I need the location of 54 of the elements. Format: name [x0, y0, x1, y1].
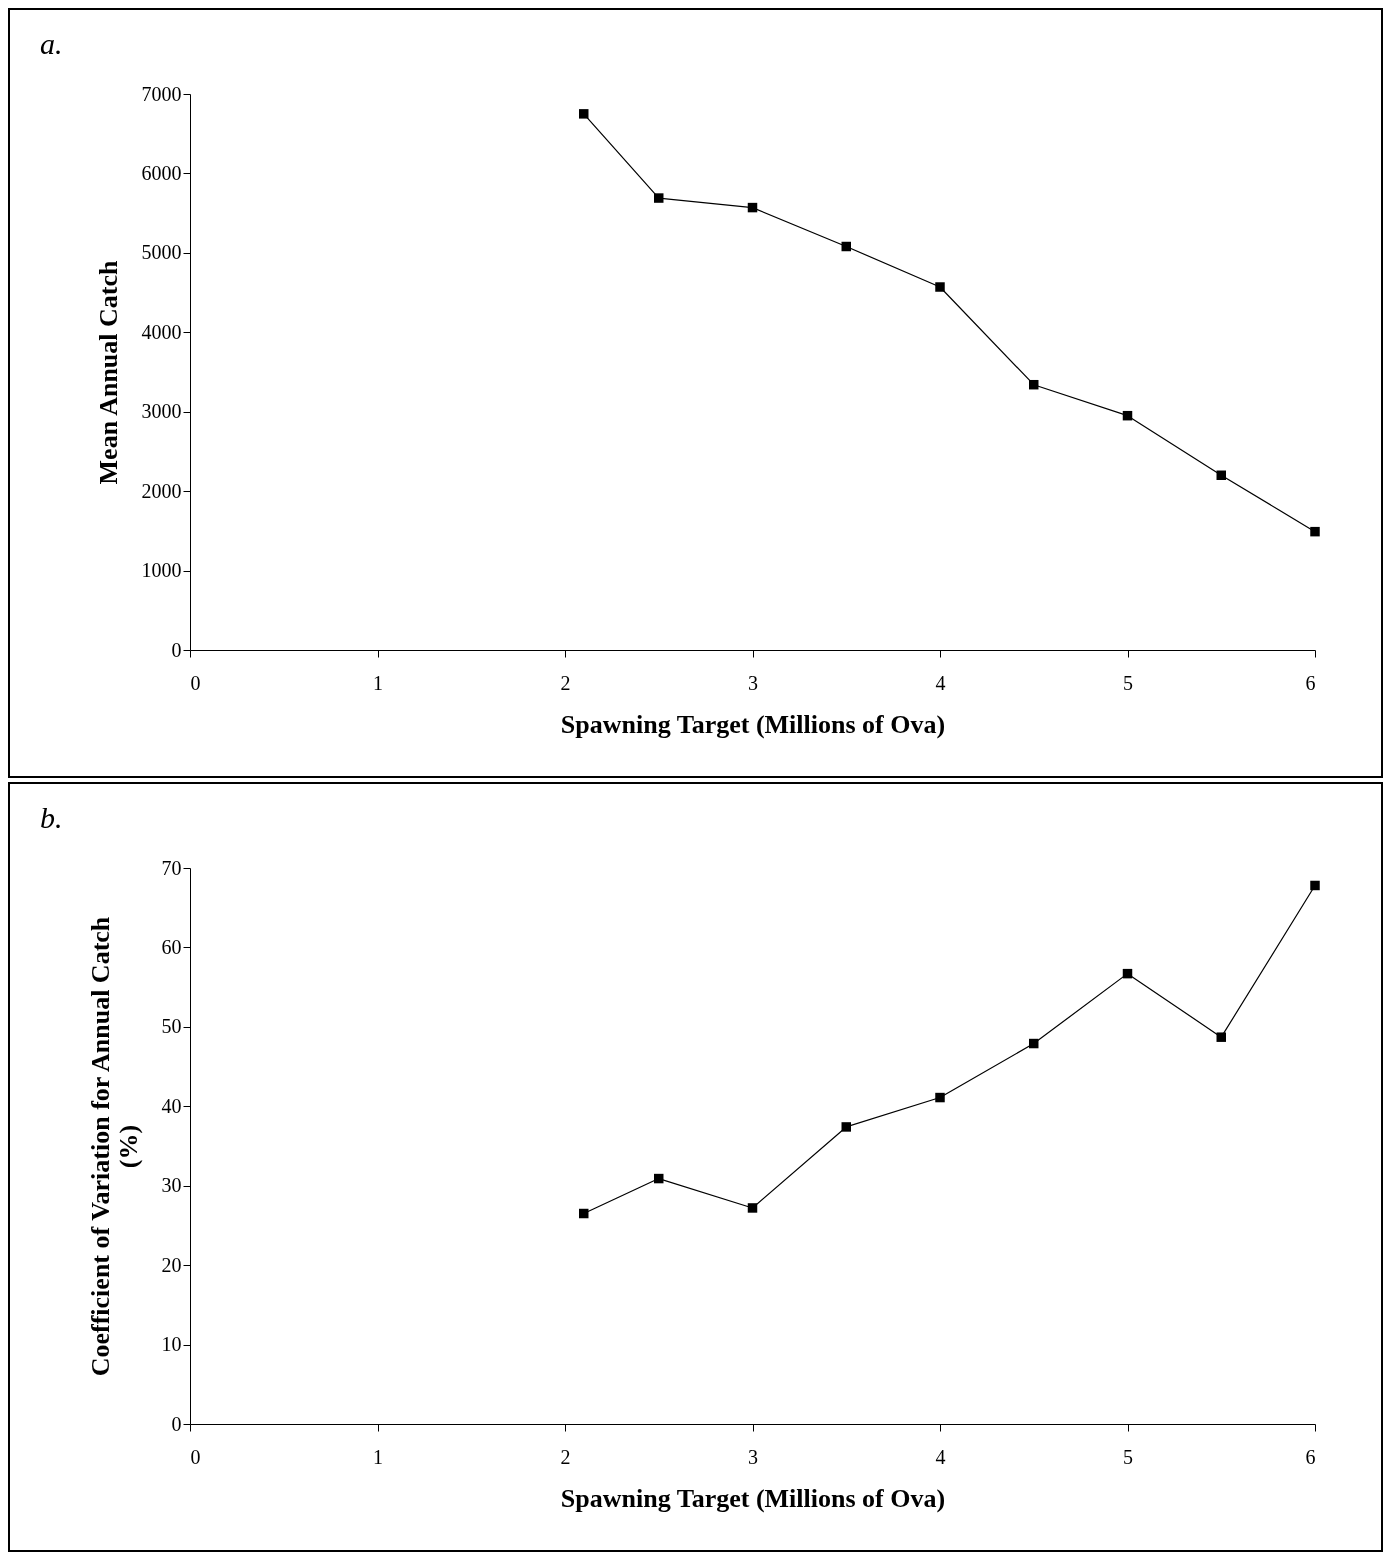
chart-title: a.	[40, 27, 63, 60]
point	[841, 241, 851, 252]
y-tick-label: 30	[161, 1174, 182, 1197]
y-tick-label: 0	[171, 638, 182, 661]
y-tick-label: 70	[161, 856, 182, 879]
point	[1216, 1032, 1226, 1042]
point	[747, 1203, 758, 1213]
point	[1122, 410, 1133, 421]
x-tick-label: 3	[748, 1445, 758, 1468]
x-axis-title: Spawning Target (Millions of Ova)	[560, 709, 946, 739]
point	[1216, 470, 1226, 480]
point	[1029, 379, 1039, 390]
x-axis-title: Spawning Target (Millions of Ova)	[560, 1483, 946, 1513]
point	[654, 1173, 664, 1184]
x-tick-label: 2	[560, 671, 571, 694]
x-tick-label: 5	[1123, 1445, 1133, 1468]
y-axis-title: Coefficient of Variation for Annual Catch (%)	[85, 916, 143, 1377]
point	[579, 1208, 589, 1219]
x-tick-label: 0	[190, 671, 201, 694]
x-tick-label: 3	[748, 671, 758, 694]
x-tick-label: 0	[190, 1445, 201, 1468]
y-tick-label: 2000	[141, 479, 182, 502]
x-tick-label: 5	[1123, 671, 1133, 694]
y-tick-label: 3000	[141, 400, 182, 423]
point	[935, 282, 945, 292]
chart-title: b.	[40, 801, 63, 834]
point	[935, 1092, 945, 1103]
y-tick-label: 6000	[141, 161, 182, 184]
y-tick-label: 60	[161, 935, 182, 958]
y-tick-label: 20	[161, 1253, 182, 1276]
y-tick-label: 5000	[141, 241, 182, 264]
point	[1310, 526, 1320, 537]
x-tick-label: 4	[935, 1445, 946, 1468]
y-tick-label: 10	[161, 1333, 182, 1356]
point	[1310, 880, 1320, 891]
x-tick-label: 4	[935, 671, 946, 694]
x-tick-label: 2	[560, 1445, 571, 1468]
x-tick-label: 1	[373, 671, 383, 694]
y-tick-label: 1000	[141, 559, 182, 582]
y-tick-label: 7000	[141, 82, 182, 105]
x-tick-label: 1	[373, 1445, 383, 1468]
point	[654, 193, 664, 203]
point	[841, 1122, 851, 1132]
point	[579, 109, 589, 119]
y-axis-title: Mean Annual Catch	[93, 260, 123, 485]
y-tick-label: 0	[171, 1412, 182, 1435]
x-tick-label: 6	[1305, 671, 1316, 694]
point	[1029, 1038, 1039, 1049]
y-tick-label: 4000	[141, 320, 182, 343]
y-tick-label: 40	[161, 1094, 182, 1117]
y-tick-label: 50	[161, 1015, 182, 1038]
point	[747, 202, 758, 213]
point	[1122, 968, 1133, 979]
x-tick-label: 6	[1305, 1445, 1316, 1468]
